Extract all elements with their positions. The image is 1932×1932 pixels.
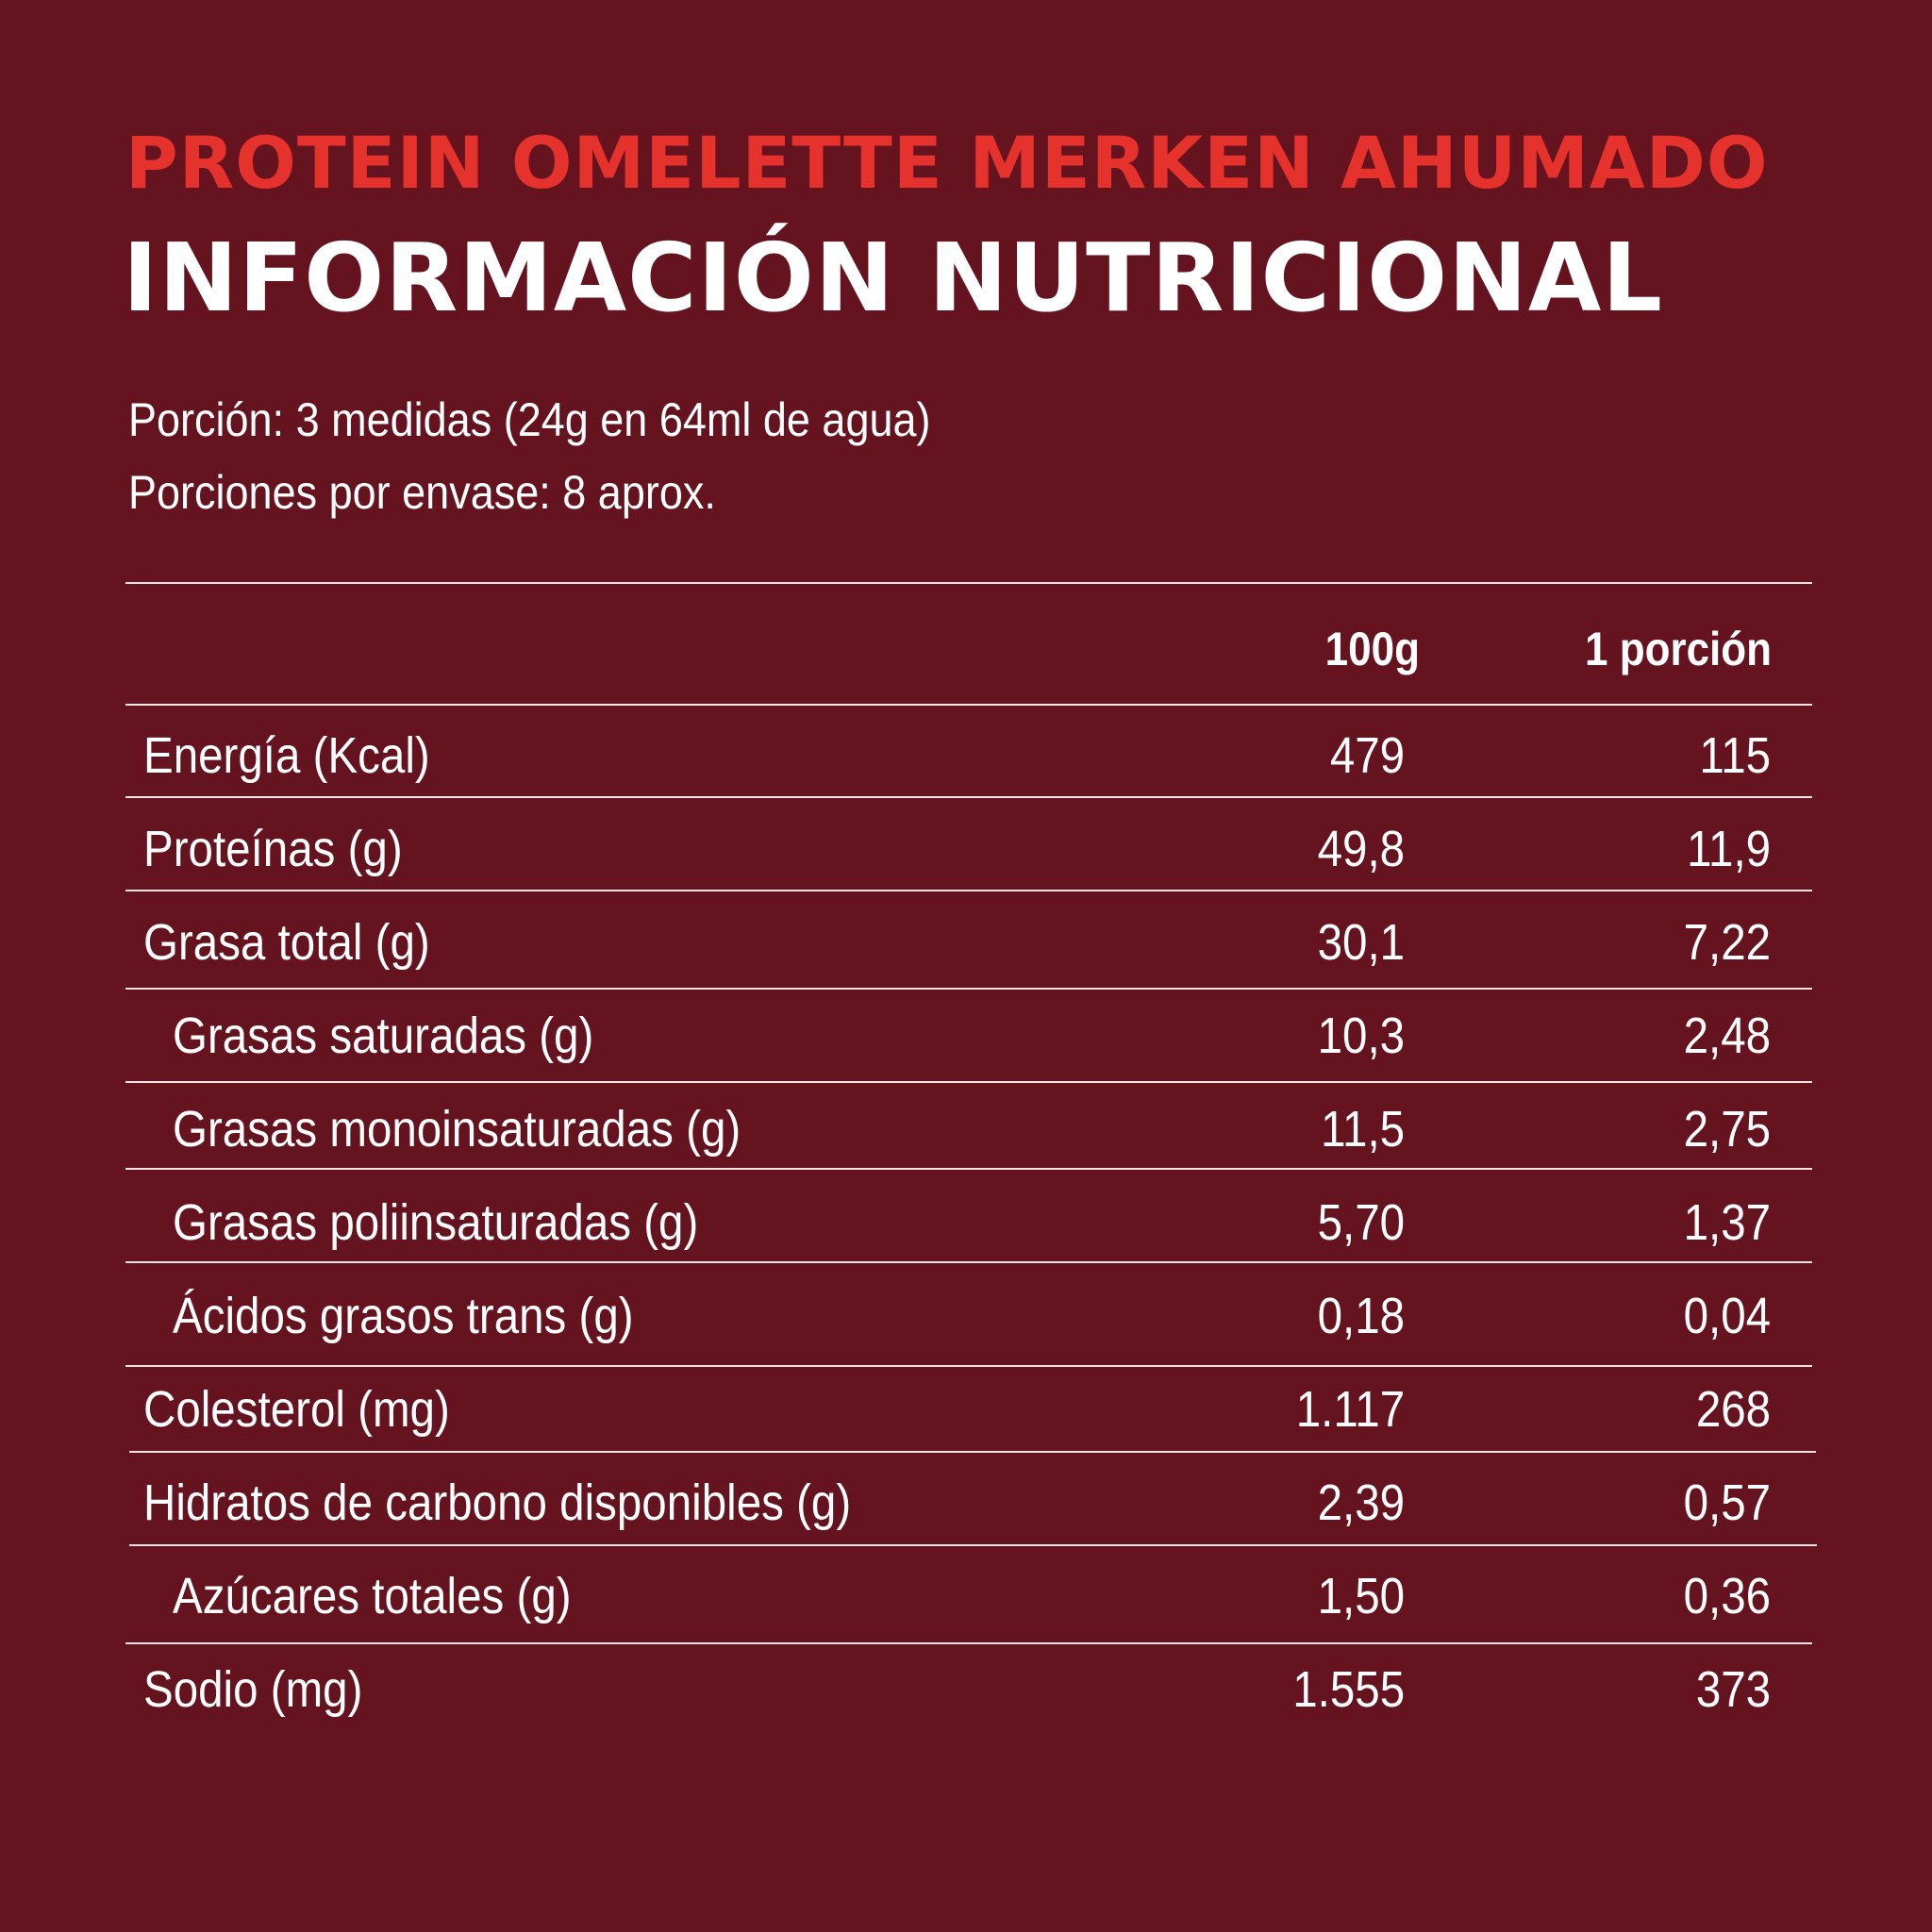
nutrient-label: Sodio (mg) [143,1661,363,1718]
value-100g: 10,3 [1317,1008,1405,1064]
header-divider [125,704,1812,706]
row-divider [125,796,1812,798]
page-title: INFORMACIÓN NUTRICIONAL [123,223,1663,333]
nutrient-label: Azúcares totales (g) [173,1568,572,1624]
table-top-divider [125,582,1812,584]
servings-per-package-text: Porciones por envase: 8 aprox. [128,466,716,519]
value-portion: 115 [1699,727,1771,784]
table-row: Colesterol (mg) 1.117 268 [0,1372,1932,1447]
product-title: PROTEIN OMELETTE MERKEN AHUMADO [125,121,1769,205]
value-100g: 11,5 [1321,1101,1405,1158]
value-portion: 7,22 [1683,914,1771,971]
table-row: Sodio (mg) 1.555 373 [0,1652,1932,1727]
nutrient-label: Grasas monoinsaturadas (g) [173,1101,741,1158]
value-100g: 2,39 [1317,1474,1405,1531]
row-divider [129,1544,1817,1546]
value-100g: 0,18 [1317,1288,1405,1344]
row-divider [125,988,1812,990]
value-100g: 49,8 [1317,821,1405,877]
row-divider [125,1261,1812,1263]
table-row: Hidratos de carbono disponibles (g) 2,39… [0,1465,1932,1541]
table-row: Grasas monoinsaturadas (g) 11,5 2,75 [0,1091,1932,1167]
value-100g: 479 [1329,727,1405,784]
row-divider [125,1642,1812,1644]
column-header-100g: 100g [1324,623,1420,675]
table-row: Grasa total (g) 30,1 7,22 [0,905,1932,980]
table-row: Energía (Kcal) 479 115 [0,718,1932,793]
row-divider [125,1168,1812,1170]
row-divider [125,890,1812,891]
value-portion: 268 [1695,1381,1771,1438]
nutrient-label: Ácidos grasos trans (g) [173,1288,634,1344]
value-100g: 1.555 [1292,1661,1405,1718]
value-100g: 1.117 [1295,1381,1405,1438]
row-divider [125,1365,1812,1367]
nutrient-label: Grasas poliinsaturadas (g) [173,1194,699,1251]
value-100g: 1,50 [1317,1568,1405,1624]
value-portion: 373 [1695,1661,1771,1718]
nutrient-label: Hidratos de carbono disponibles (g) [143,1474,852,1531]
nutrient-label: Colesterol (mg) [143,1381,450,1438]
value-portion: 11,9 [1687,821,1771,877]
nutrient-label: Grasa total (g) [143,914,430,971]
value-portion: 0,57 [1683,1474,1771,1531]
value-100g: 30,1 [1317,914,1405,971]
value-portion: 1,37 [1683,1194,1771,1251]
table-row: Proteínas (g) 49,8 11,9 [0,811,1932,887]
row-divider [129,1451,1816,1453]
table-row: Grasas poliinsaturadas (g) 5,70 1,37 [0,1185,1932,1260]
nutrient-label: Proteínas (g) [143,821,403,877]
row-divider [125,1081,1812,1083]
nutrient-label: Energía (Kcal) [143,727,430,784]
nutrient-label: Grasas saturadas (g) [173,1008,594,1064]
value-portion: 0,36 [1683,1568,1771,1624]
value-portion: 2,48 [1683,1008,1771,1064]
value-portion: 2,75 [1683,1101,1771,1158]
table-row: Azúcares totales (g) 1,50 0,36 [0,1558,1932,1634]
table-row: Grasas saturadas (g) 10,3 2,48 [0,998,1932,1074]
serving-size-text: Porción: 3 medidas (24g en 64ml de agua) [128,393,931,446]
value-portion: 0,04 [1683,1288,1771,1344]
table-row: Ácidos grasos trans (g) 0,18 0,04 [0,1278,1932,1354]
column-header-portion: 1 porción [1584,623,1772,675]
value-100g: 5,70 [1317,1194,1405,1251]
